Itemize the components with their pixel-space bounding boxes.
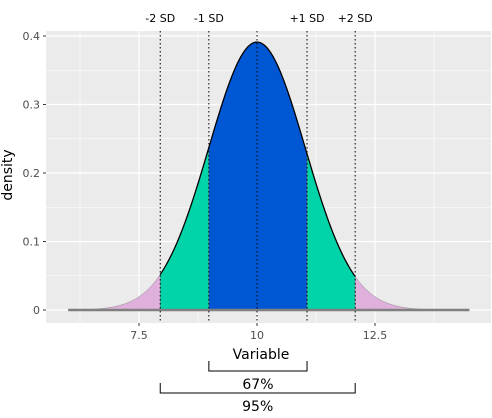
coverage-bracket — [159, 383, 356, 394]
x-tick-label: 7.5 — [130, 329, 148, 342]
y-tick-label: 0.3 — [23, 99, 41, 112]
sd-label: +1 SD — [289, 12, 324, 25]
density-curve — [159, 41, 356, 277]
sd-lines — [159, 31, 356, 323]
y-axis-ticks: 0 0.1 0.2 0.3 0.4 — [23, 30, 46, 317]
coverage-brackets: 67%95% — [159, 361, 356, 415]
sd-labels: -2 SD -1 SD +1 SD +2 SD — [145, 12, 372, 25]
sd-label: +2 SD — [338, 12, 373, 25]
x-axis-ticks: 7.5 10 12.5 — [130, 323, 387, 342]
y-axis-title: density — [0, 149, 16, 200]
coverage-label: 67% — [242, 377, 273, 393]
sd-bands — [68, 41, 470, 311]
x-tick-label: 10 — [250, 329, 264, 342]
coverage-bracket — [208, 361, 308, 372]
coverage-label: 95% — [242, 399, 273, 415]
x-axis-title: Variable — [233, 347, 290, 363]
y-tick-label: 0 — [33, 304, 40, 317]
y-tick-label: 0.2 — [23, 167, 41, 180]
y-tick-label: 0.1 — [23, 236, 41, 249]
x-tick-label: 12.5 — [363, 329, 388, 342]
sd-label: -1 SD — [194, 12, 224, 25]
y-tick-label: 0.4 — [23, 30, 41, 43]
sd-label: -2 SD — [145, 12, 175, 25]
